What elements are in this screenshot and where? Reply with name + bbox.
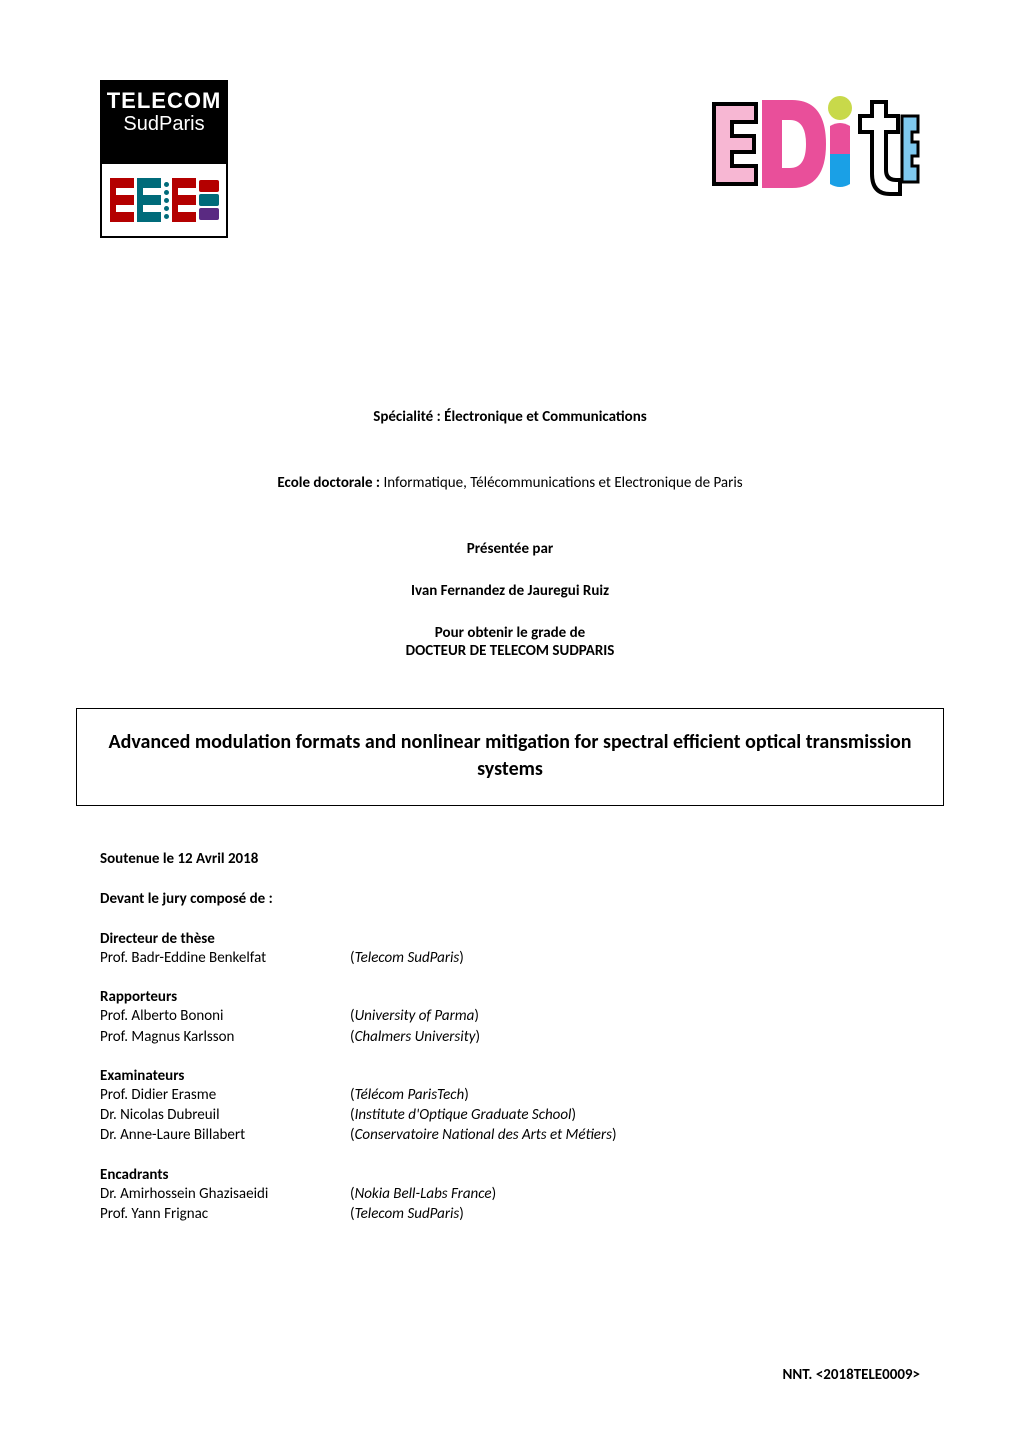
edite-letter-D bbox=[762, 100, 826, 188]
jury-section-heading: Directeur de thèse bbox=[100, 930, 920, 948]
jury-member-row: Dr. Anne-Laure Billabert(Conservatoire N… bbox=[100, 1125, 920, 1145]
telecom-sudparis-logo: TELECOM SudParis bbox=[100, 80, 228, 238]
telecom-glyph-1 bbox=[110, 178, 134, 222]
edite-letter-E1 bbox=[714, 104, 756, 184]
edite-letter-i bbox=[828, 96, 852, 187]
edite-letter-E2 bbox=[902, 116, 918, 182]
jury-member-name: Prof. Yann Frignac bbox=[100, 1204, 350, 1224]
specialite-line: Spécialité : Électronique et Communicati… bbox=[100, 408, 920, 426]
logos-row: TELECOM SudParis bbox=[100, 80, 920, 238]
jury-section: Directeur de thèseProf. Badr-Eddine Benk… bbox=[100, 930, 920, 968]
presentee-par: Présentée par bbox=[100, 540, 920, 558]
jury-member-name: Dr. Amirhossein Ghazisaeidi bbox=[100, 1184, 350, 1204]
telecom-glyph-3 bbox=[172, 178, 196, 222]
jury-member-row: Prof. Alberto Bononi(University of Parma… bbox=[100, 1006, 920, 1026]
telecom-pictos bbox=[199, 180, 219, 220]
jury-member-affiliation: (Institute d'Optique Graduate School) bbox=[350, 1105, 576, 1125]
jury-member-affiliation: (Conservatoire National des Arts et Méti… bbox=[350, 1125, 617, 1145]
author-name: Ivan Fernandez de Jauregui Ruiz bbox=[100, 582, 920, 600]
jury-member-row: Dr. Amirhossein Ghazisaeidi(Nokia Bell-L… bbox=[100, 1184, 920, 1204]
edite-logo-svg bbox=[710, 86, 920, 216]
jury-section-heading: Encadrants bbox=[100, 1166, 920, 1184]
thesis-title-box: Advanced modulation formats and nonlinea… bbox=[76, 708, 944, 806]
edite-logo bbox=[710, 86, 920, 216]
jury-member-row: Prof. Yann Frignac(Telecom SudParis) bbox=[100, 1204, 920, 1224]
jury-intro: Devant le jury composé de : bbox=[100, 890, 920, 908]
thesis-title: Advanced modulation formats and nonlinea… bbox=[103, 729, 917, 783]
jury-member-name: Prof. Alberto Bononi bbox=[100, 1006, 350, 1026]
telecom-logo-line1: TELECOM bbox=[102, 90, 226, 112]
jury-section: EncadrantsDr. Amirhossein Ghazisaeidi(No… bbox=[100, 1166, 920, 1225]
jury-member-name: Prof. Magnus Karlsson bbox=[100, 1027, 350, 1047]
jury-member-name: Prof. Didier Erasme bbox=[100, 1085, 350, 1105]
jury-member-name: Prof. Badr-Eddine Benkelfat bbox=[100, 948, 350, 968]
nnt-number: NNT. <2018TELE0009> bbox=[783, 1366, 921, 1384]
jury-member-name: Dr. Anne-Laure Billabert bbox=[100, 1125, 350, 1145]
telecom-logo-graphic bbox=[102, 164, 226, 236]
jury-container: Directeur de thèseProf. Badr-Eddine Benk… bbox=[100, 930, 920, 1224]
jury-member-affiliation: (Chalmers University) bbox=[350, 1027, 480, 1047]
ecole-label: Ecole doctorale : bbox=[277, 474, 380, 492]
telecom-logo-line2: SudParis bbox=[102, 114, 226, 135]
pour-obtenir: Pour obtenir le grade de bbox=[100, 624, 920, 642]
specialite-label: Spécialité : bbox=[373, 408, 441, 426]
soutenue-date: Soutenue le 12 Avril 2018 bbox=[100, 850, 920, 868]
jury-member-row: Prof. Didier Erasme(Télécom ParisTech) bbox=[100, 1085, 920, 1105]
jury-member-row: Prof. Badr-Eddine Benkelfat(Telecom SudP… bbox=[100, 948, 920, 968]
jury-member-affiliation: (Telecom SudParis) bbox=[350, 1204, 464, 1224]
edite-letter-t bbox=[860, 102, 900, 194]
telecom-dots bbox=[164, 182, 169, 219]
specialite-value: Électronique et Communications bbox=[444, 408, 647, 426]
jury-member-row: Dr. Nicolas Dubreuil(Institute d'Optique… bbox=[100, 1105, 920, 1125]
telecom-glyph-2 bbox=[137, 178, 161, 222]
docteur-de: DOCTEUR DE TELECOM SUDPARIS bbox=[100, 642, 920, 660]
jury-section-heading: Rapporteurs bbox=[100, 988, 920, 1006]
jury-section-heading: Examinateurs bbox=[100, 1067, 920, 1085]
jury-member-affiliation: (Telecom SudParis) bbox=[350, 948, 464, 968]
jury-section: RapporteursProf. Alberto Bononi(Universi… bbox=[100, 988, 920, 1047]
jury-member-affiliation: (University of Parma) bbox=[350, 1006, 479, 1026]
ecole-line: Ecole doctorale : Informatique, Télécomm… bbox=[100, 474, 920, 492]
jury-member-affiliation: (Nokia Bell-Labs France) bbox=[350, 1184, 496, 1204]
jury-member-name: Dr. Nicolas Dubreuil bbox=[100, 1105, 350, 1125]
jury-section: ExaminateursProf. Didier Erasme(Télécom … bbox=[100, 1067, 920, 1146]
jury-member-row: Prof. Magnus Karlsson(Chalmers Universit… bbox=[100, 1027, 920, 1047]
telecom-logo-text: TELECOM SudParis bbox=[102, 82, 226, 164]
ecole-value: Informatique, Télécommunications et Elec… bbox=[383, 474, 742, 492]
jury-member-affiliation: (Télécom ParisTech) bbox=[350, 1085, 469, 1105]
